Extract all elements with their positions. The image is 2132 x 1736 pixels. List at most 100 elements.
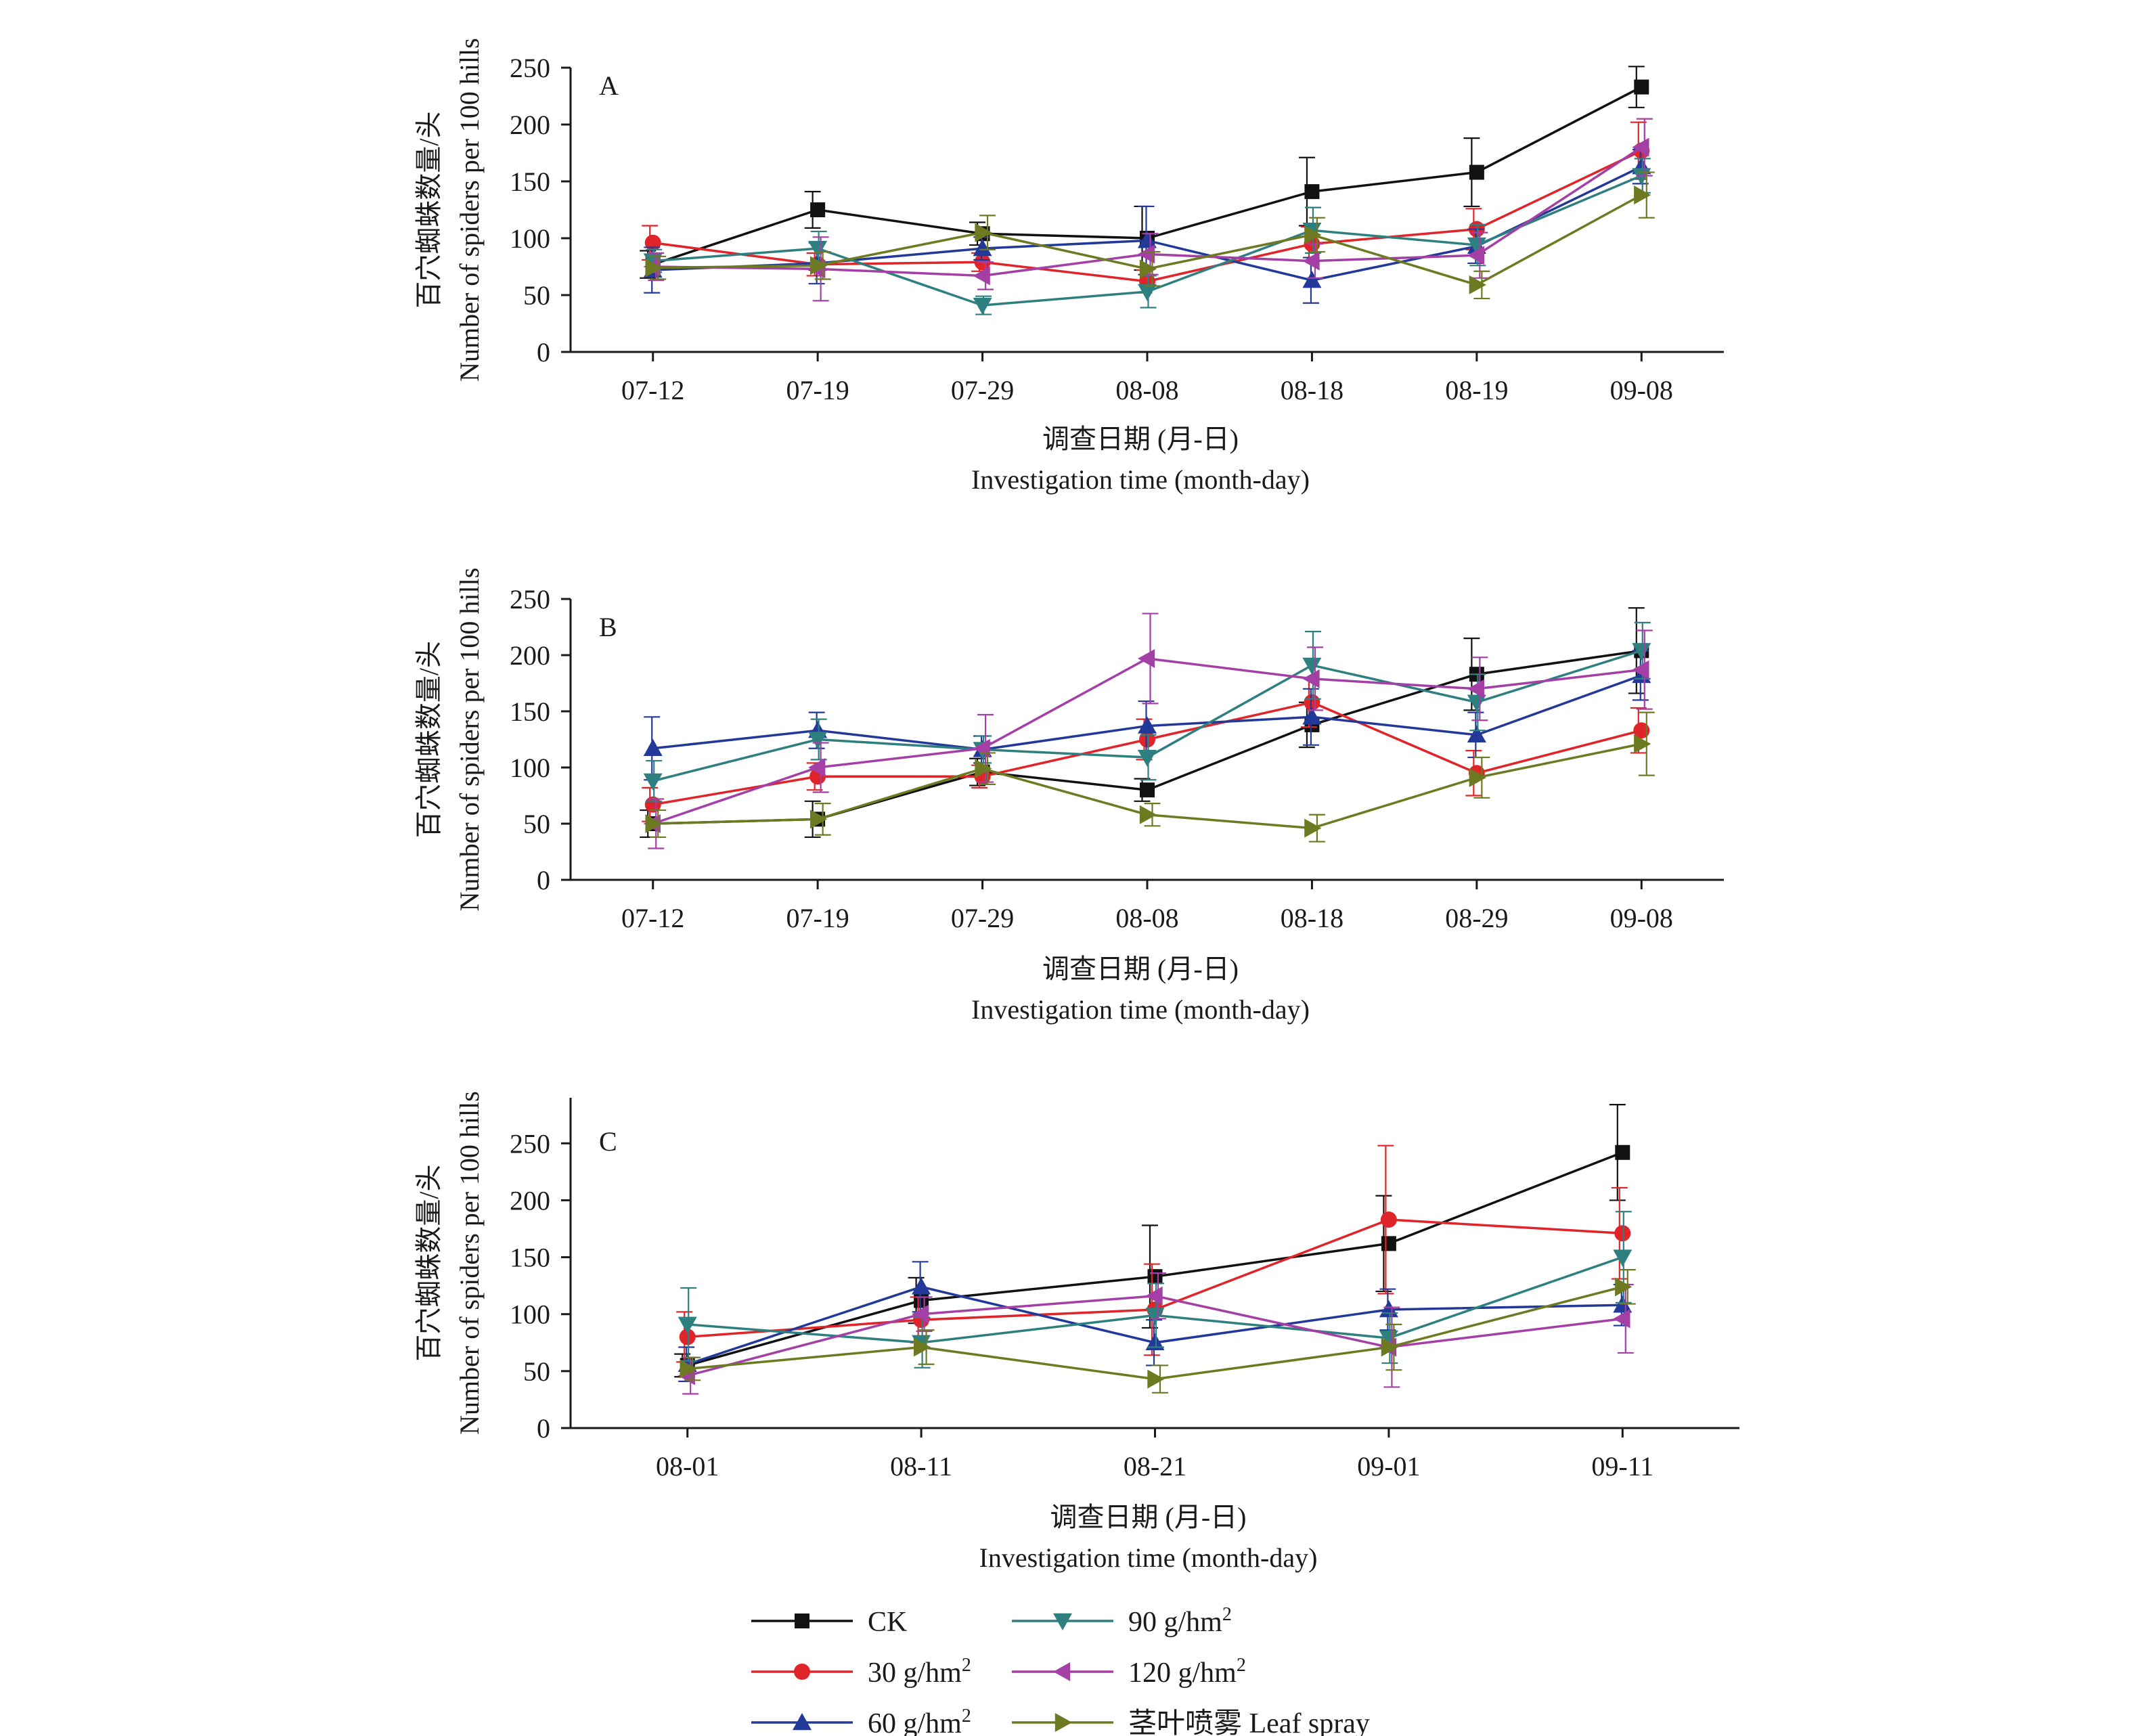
y-axis-title-en: Number of spiders per 100 hills [454, 1091, 485, 1435]
data-point [973, 297, 992, 315]
data-point [1632, 660, 1649, 680]
data-point [1467, 679, 1485, 698]
data-point [810, 202, 826, 217]
data-point [1634, 734, 1651, 754]
data-point [1139, 731, 1155, 748]
legend-entry-60-g-hm-4: 60 g/hm2 [751, 1706, 971, 1736]
data-point [1381, 1337, 1398, 1357]
x-tick-label: 08-01 [656, 1451, 719, 1482]
y-tick-label: 250 [510, 584, 550, 615]
data-point [1467, 237, 1486, 255]
y-axis-title-cn: 百穴蜘蛛数量/头 [414, 641, 444, 838]
series-90-g-hm-3 [643, 621, 1651, 802]
data-point [1138, 244, 1155, 264]
data-point [1613, 1249, 1633, 1267]
data-point [1634, 185, 1651, 205]
legend-swatch-marker [1053, 1662, 1071, 1681]
y-tick-label: 200 [510, 110, 550, 140]
y-tick-label: 150 [510, 696, 550, 727]
data-point [1304, 225, 1322, 244]
data-point [1304, 184, 1320, 200]
legend-swatch-marker [793, 1713, 812, 1731]
data-point [1138, 749, 1157, 767]
data-point [1302, 669, 1320, 688]
data-point [1139, 805, 1157, 824]
data-point [1633, 722, 1650, 739]
data-point [1469, 164, 1484, 180]
y-tick-label: 0 [537, 1413, 550, 1444]
x-axis-title-cn: 调查日期 (月-日) [1042, 424, 1239, 454]
data-point [1469, 767, 1486, 787]
y-tick-label: 50 [523, 1356, 550, 1387]
data-point [643, 738, 663, 756]
x-tick-label: 09-08 [1610, 375, 1673, 405]
data-point [1632, 168, 1651, 185]
data-point [643, 773, 663, 791]
data-point [1467, 246, 1485, 265]
y-tick-label: 0 [537, 337, 550, 368]
series-line [652, 165, 1643, 282]
data-point [1302, 657, 1322, 675]
data-point [912, 1277, 931, 1295]
y-tick-label: 250 [510, 53, 550, 83]
x-tick-label: 07-12 [621, 903, 684, 933]
data-point [1613, 1309, 1630, 1329]
series-leaf-spray-5 [645, 711, 1655, 843]
chart-panel-b: 0 50 100 150 200 250 07-12 07-19 07-29 08-08 08-18… [414, 568, 1724, 1025]
data-point [1140, 782, 1155, 798]
y-tick-label: 150 [510, 1243, 550, 1273]
y-tick-label: 100 [510, 753, 550, 783]
legend-swatch-marker [1054, 1713, 1072, 1732]
x-axis-title-en: Investigation time (month-day) [971, 994, 1310, 1025]
series-leaf-spray-5 [645, 171, 1655, 300]
legend-label-superscript: 2 [1222, 1604, 1232, 1625]
y-tick-label: 50 [523, 280, 550, 311]
data-point [1302, 271, 1322, 288]
data-point [1615, 1144, 1630, 1160]
legend-entry-120-g-hm-3: 120 g/hm2 [1012, 1655, 1246, 1689]
data-point [912, 1304, 929, 1324]
legend-label-superscript: 2 [962, 1655, 971, 1676]
x-tick-label: 09-01 [1357, 1451, 1420, 1482]
y-axis-title-cn: 百穴蜘蛛数量/头 [414, 1164, 444, 1361]
data-point [678, 1316, 697, 1334]
x-tick-label: 07-12 [621, 375, 684, 405]
data-point [1145, 1308, 1165, 1325]
series-leaf-spray-5 [680, 1268, 1636, 1394]
legend-entry-30-g-hm-2: 30 g/hm2 [751, 1655, 971, 1689]
y-tick-label: 150 [510, 166, 550, 197]
data-point [1138, 716, 1157, 734]
x-tick-label: 09-11 [1591, 1451, 1653, 1482]
data-point [975, 223, 992, 242]
x-tick-label: 07-29 [951, 903, 1014, 933]
data-point [808, 732, 828, 749]
legend-label: CK [868, 1607, 907, 1638]
y-tick-label: 50 [523, 809, 550, 839]
legend-label: 120 g/hm2 [1128, 1655, 1246, 1689]
panel-letter: B [599, 612, 617, 642]
data-point [1467, 725, 1486, 743]
data-point [1615, 1277, 1633, 1297]
data-point [1469, 275, 1486, 294]
data-point [1381, 1236, 1396, 1251]
legend-label-superscript: 2 [962, 1706, 971, 1727]
x-axis-title-cn: 调查日期 (月-日) [1042, 954, 1239, 984]
x-tick-label: 08-11 [890, 1451, 952, 1482]
x-tick-label: 09-08 [1610, 903, 1673, 933]
legend-label: 茎叶喷雾 Leaf spray [1128, 1708, 1370, 1736]
legend-label-superscript: 2 [1237, 1655, 1246, 1676]
data-point [1380, 1211, 1397, 1228]
data-point [1147, 1369, 1165, 1389]
data-point [913, 1337, 931, 1357]
data-point [973, 266, 990, 286]
chart-panel-c: 0 50 100 150 200 250 08-01 08-11 08-21 09-01 09-11… [414, 1091, 1739, 1573]
data-point [808, 758, 826, 777]
x-tick-label: 08-08 [1115, 903, 1178, 933]
x-tick-label: 07-19 [786, 903, 849, 933]
data-point [645, 258, 663, 277]
data-point [809, 809, 828, 829]
x-axis-title-cn: 调查日期 (月-日) [1050, 1502, 1247, 1532]
legend: CK 90 g/hm2 30 g/hm2 120 g/hm2 60 g/hm2 茎叶喷雾 … [751, 1604, 1370, 1736]
x-axis-title-en: Investigation time (month-day) [971, 464, 1310, 495]
x-tick-label: 08-21 [1124, 1451, 1186, 1482]
